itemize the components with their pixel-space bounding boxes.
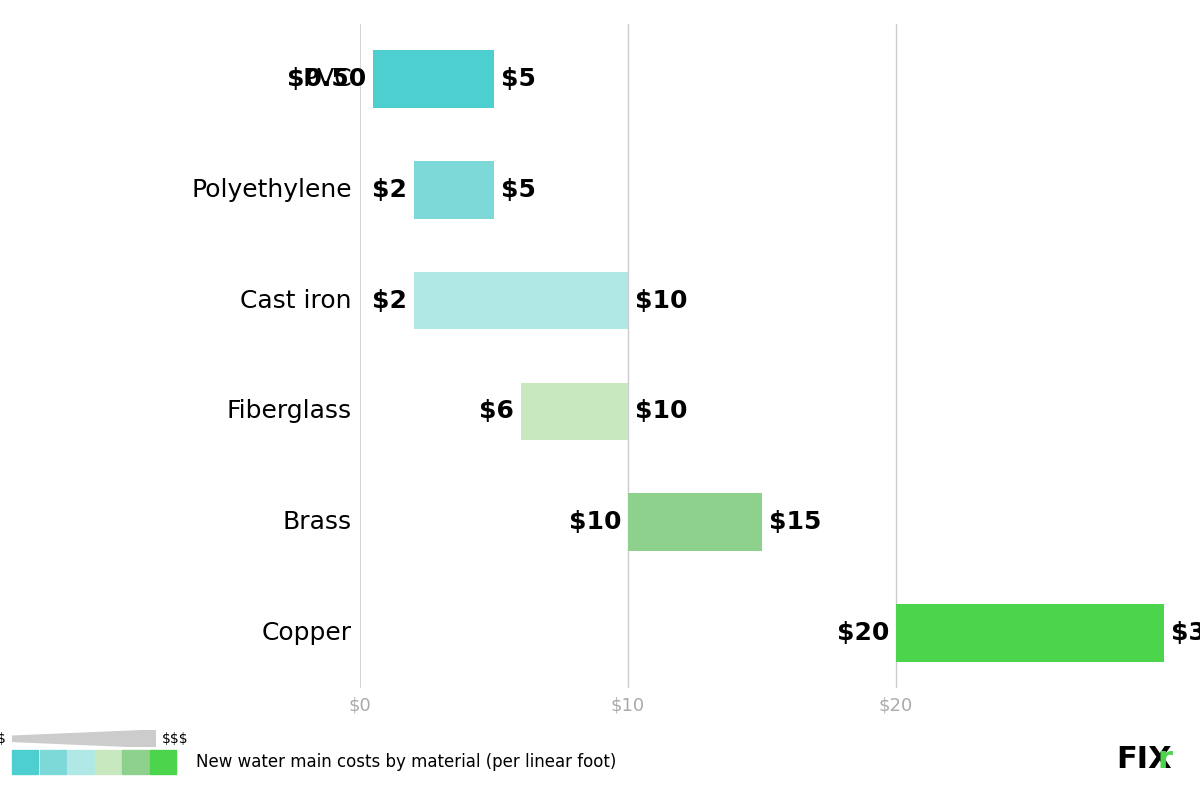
Bar: [373, 51, 494, 108]
Text: r: r: [1158, 745, 1174, 774]
Text: $2: $2: [372, 289, 407, 312]
Text: Fiberglass: Fiberglass: [227, 399, 352, 423]
Text: Copper: Copper: [262, 621, 352, 645]
Text: Polyethylene: Polyethylene: [191, 178, 352, 202]
Text: New water main costs by material (per linear foot): New water main costs by material (per li…: [196, 753, 616, 770]
Text: Brass: Brass: [283, 510, 352, 534]
Text: $10: $10: [635, 289, 688, 312]
Text: $: $: [0, 732, 6, 746]
Text: $5: $5: [500, 178, 535, 202]
Text: $5: $5: [500, 67, 535, 91]
Text: $30: $30: [1171, 621, 1200, 645]
Text: PVC: PVC: [302, 67, 352, 91]
Text: Cast iron: Cast iron: [240, 289, 352, 312]
Bar: [521, 383, 628, 440]
Text: $$$: $$$: [162, 732, 188, 746]
Text: $0.50: $0.50: [288, 67, 367, 91]
Text: $15: $15: [769, 510, 821, 534]
Bar: [628, 494, 762, 551]
Polygon shape: [12, 730, 156, 747]
Text: $10: $10: [569, 510, 622, 534]
Text: $2: $2: [372, 178, 407, 202]
Text: $20: $20: [836, 621, 889, 645]
Text: $10: $10: [635, 399, 688, 423]
Bar: [414, 161, 494, 218]
Text: FIX: FIX: [1116, 745, 1171, 774]
Bar: [896, 604, 1164, 661]
Bar: [414, 272, 628, 329]
Text: $6: $6: [479, 399, 514, 423]
